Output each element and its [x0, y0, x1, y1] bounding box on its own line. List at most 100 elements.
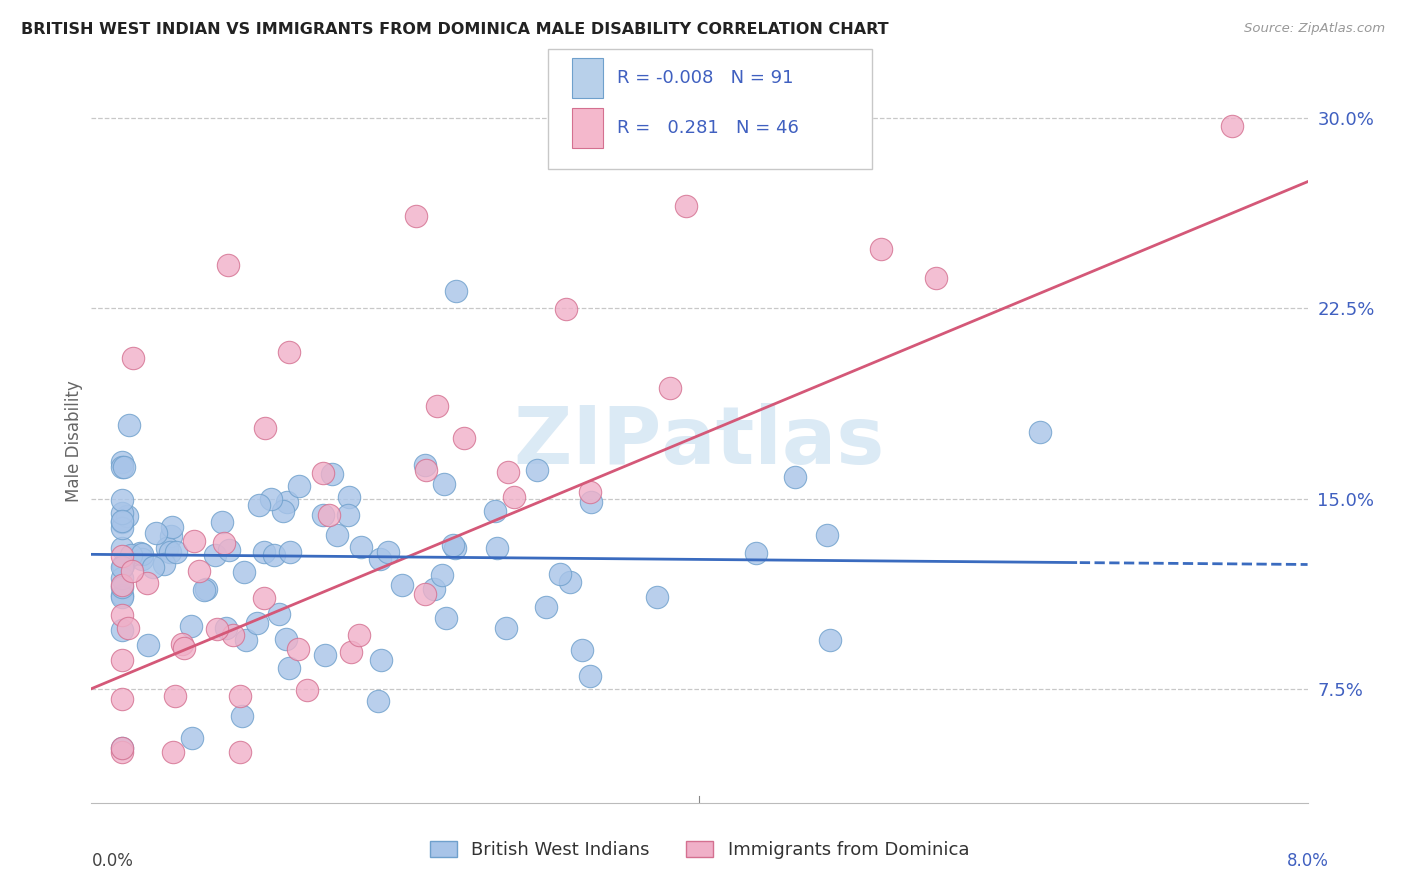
Point — [111, 571, 134, 585]
Point — [111, 578, 134, 592]
Point — [503, 490, 526, 504]
Point — [413, 458, 436, 472]
Point — [218, 543, 240, 558]
Point — [484, 503, 506, 517]
Point — [434, 611, 457, 625]
Point — [263, 548, 285, 562]
Point — [183, 533, 205, 548]
Point — [121, 564, 143, 578]
Point — [340, 645, 363, 659]
Point — [136, 638, 159, 652]
Point — [496, 466, 519, 480]
Point — [297, 683, 319, 698]
Point — [165, 545, 187, 559]
Point — [111, 515, 134, 529]
Text: Source: ZipAtlas.com: Source: ZipAtlas.com — [1244, 22, 1385, 36]
Point — [321, 467, 343, 482]
Text: 8.0%: 8.0% — [1286, 852, 1329, 870]
Point — [159, 544, 181, 558]
Point — [214, 621, 236, 635]
Point — [247, 499, 270, 513]
Point — [111, 741, 134, 756]
Point — [128, 546, 150, 560]
Point — [170, 637, 193, 651]
Point — [162, 745, 184, 759]
Point — [253, 544, 276, 558]
Point — [165, 689, 187, 703]
Point — [579, 495, 602, 509]
Point — [269, 607, 291, 622]
Point — [526, 463, 548, 477]
Point — [173, 640, 195, 655]
Point — [212, 536, 235, 550]
Point — [314, 648, 336, 662]
Point — [1029, 425, 1052, 439]
Text: R = -0.008   N = 91: R = -0.008 N = 91 — [617, 69, 794, 87]
Point — [111, 514, 134, 528]
Point — [111, 521, 134, 535]
Point — [188, 564, 211, 578]
Point — [195, 582, 218, 596]
Point — [180, 619, 202, 633]
Point — [217, 258, 239, 272]
Point — [111, 506, 134, 520]
Point — [441, 538, 464, 552]
Point — [870, 242, 893, 256]
Point — [579, 485, 602, 500]
Point — [278, 544, 301, 558]
Point — [815, 528, 838, 542]
Point — [131, 552, 153, 566]
Point — [193, 583, 215, 598]
Point — [274, 632, 297, 646]
Point — [111, 460, 134, 475]
Point — [145, 525, 167, 540]
Point — [422, 582, 444, 596]
Point — [271, 503, 294, 517]
Point — [228, 689, 250, 703]
Point — [548, 566, 571, 581]
Point — [312, 508, 335, 523]
Point — [118, 417, 141, 432]
Point — [349, 540, 371, 554]
Point — [211, 515, 233, 529]
Point — [413, 587, 436, 601]
Point — [486, 541, 509, 556]
Point — [120, 548, 142, 562]
Point — [430, 568, 453, 582]
Point — [1220, 119, 1243, 133]
Point — [571, 642, 593, 657]
Point — [579, 669, 602, 683]
Point — [659, 380, 682, 394]
Point — [370, 653, 392, 667]
Point — [367, 693, 389, 707]
Point — [260, 491, 283, 506]
Point — [288, 479, 311, 493]
Point — [555, 302, 578, 317]
Point — [278, 344, 301, 359]
Point — [253, 591, 276, 605]
Point — [205, 622, 228, 636]
Point — [347, 628, 370, 642]
Point — [111, 588, 134, 602]
Point — [337, 491, 360, 505]
Point — [111, 623, 134, 637]
Point — [405, 209, 427, 223]
Legend: British West Indians, Immigrants from Dominica: British West Indians, Immigrants from Do… — [423, 833, 976, 866]
Point — [112, 558, 135, 572]
Point — [536, 600, 558, 615]
Point — [229, 745, 252, 759]
Point — [744, 546, 766, 560]
Point — [160, 520, 183, 534]
Text: ZIP​atlas: ZIP​atlas — [515, 402, 884, 481]
Point — [368, 552, 391, 566]
Point — [111, 608, 134, 623]
Point — [444, 284, 467, 298]
Point — [204, 548, 226, 562]
Point — [415, 463, 437, 477]
Point — [785, 469, 807, 483]
Point — [117, 620, 139, 634]
Point — [160, 529, 183, 543]
Point — [277, 661, 299, 675]
Point — [558, 574, 581, 589]
Point — [131, 547, 153, 561]
